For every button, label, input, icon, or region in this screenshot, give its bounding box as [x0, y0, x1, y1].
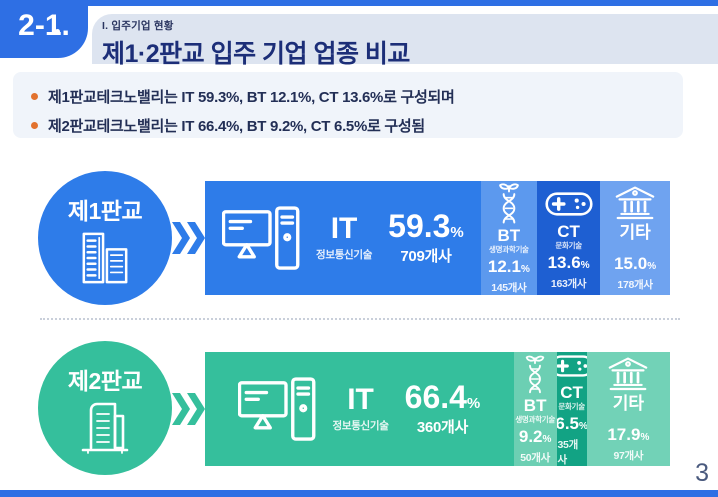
top-border — [0, 0, 718, 6]
pangyo2-segment-ct: CT 문화기술 6.5% 35개사 — [556, 352, 587, 466]
segment-sublabel: 생명과학기술 — [515, 414, 555, 424]
segment-count: 709개사 — [400, 248, 452, 265]
segment-percent: 12.1 — [487, 256, 521, 276]
percent-unit: % — [580, 260, 590, 271]
pangyo1-segment-etc: 기타 15.0% 178개사 — [600, 181, 670, 295]
segment-code: 기타 — [619, 222, 651, 242]
dotted-divider — [40, 318, 680, 320]
double-chevron-icon — [171, 392, 205, 426]
slide-number: 2-1. — [18, 9, 70, 42]
building-icon — [77, 402, 133, 454]
segment-count: 35개사 — [557, 439, 579, 466]
segment-percent: 15.0 — [614, 253, 648, 273]
segment-code: IT — [330, 212, 358, 245]
segment-count: 360개사 — [416, 419, 469, 436]
summary-bullet-2: 제2판교테크노밸리는 IT 66.4%, BT 9.2%, CT 6.5%로 구… — [31, 111, 683, 140]
summary-text-1: 제1판교테크노밸리는 IT 59.3%, BT 12.1%, CT 13.6%로… — [48, 89, 455, 106]
segment-percent: 59.3 — [388, 208, 451, 244]
bullet-dot-icon — [31, 93, 38, 100]
page-number: 3 — [695, 459, 709, 487]
computer-icon — [238, 377, 316, 441]
pangyo2-label: 제2판교 — [67, 368, 143, 394]
segment-sublabel: 문화기술 — [555, 241, 582, 250]
pangyo1-stacked-bar: IT 정보통신기술 59.3% 709개사 BT 생명과학기술 — [205, 181, 670, 295]
bullet-dot-icon — [31, 122, 38, 129]
page-title: 제1·2판교 입주 기업 업종 비교 — [102, 40, 410, 68]
pangyo1-segment-ct: CT 문화기술 13.6% 163개사 — [536, 181, 601, 295]
computer-icon — [221, 206, 300, 270]
percent-unit: % — [520, 263, 530, 275]
buildings-icon — [76, 232, 134, 284]
segment-sublabel: 생명과학기술 — [489, 244, 529, 254]
pangyo1-segment-bt: BT 생명과학기술 12.1% 145개사 — [480, 181, 537, 295]
segment-code: CT — [560, 383, 583, 402]
gamepad-icon — [545, 185, 593, 220]
segment-sublabel: 문화기술 — [558, 402, 585, 411]
segment-percent: 6.5 — [556, 414, 579, 433]
pangyo2-segment-bt: BT 생명과학기술 9.2% 50개사 — [513, 352, 557, 466]
segment-code: 기타 — [612, 393, 644, 413]
pangyo2-circle: 제2판교 — [38, 341, 172, 475]
bank-icon — [608, 356, 648, 392]
segment-code: CT — [557, 222, 580, 241]
percent-unit: % — [640, 431, 650, 443]
slide-number-badge: 2-1. — [0, 0, 88, 58]
segment-percent: 66.4 — [404, 379, 467, 415]
segment-count: 97개사 — [613, 449, 644, 462]
pangyo1-circle: 제1판교 — [38, 171, 172, 305]
percent-unit: % — [466, 395, 481, 412]
pangyo2-stacked-bar: IT 정보통신기술 66.4% 360개사 BT 생명과학기술 — [205, 352, 670, 466]
segment-count: 178개사 — [617, 278, 653, 291]
segment-sublabel: 정보통신기술 — [315, 249, 373, 261]
section-label: I. 입주기업 현황 — [102, 20, 174, 32]
bank-icon — [615, 185, 655, 221]
segment-code: IT — [347, 383, 374, 416]
segment-count: 145개사 — [491, 281, 527, 294]
percent-unit: % — [579, 421, 587, 432]
summary-bullet-1: 제1판교테크노밸리는 IT 59.3%, BT 12.1%, CT 13.6%로… — [31, 82, 683, 111]
header-band: I. 입주기업 현황 제1·2판교 입주 기업 업종 비교 — [92, 14, 718, 68]
pangyo1-label: 제1판교 — [67, 198, 143, 224]
percent-unit: % — [450, 224, 464, 241]
pangyo1-segment-it: IT 정보통신기술 59.3% 709개사 — [205, 181, 481, 295]
dna-icon — [493, 182, 525, 224]
segment-percent: 13.6 — [547, 253, 581, 272]
segment-sublabel: 정보통신기술 — [332, 420, 389, 432]
segment-percent: 17.9 — [607, 424, 641, 444]
decor-dot — [55, 29, 60, 34]
segment-count: 163개사 — [550, 278, 587, 290]
segment-code: BT — [523, 395, 547, 415]
pangyo2-segment-it: IT 정보통신기술 66.4% 360개사 — [205, 352, 514, 466]
double-chevron-icon — [171, 221, 205, 255]
dna-icon — [520, 354, 550, 394]
segment-percent: 9.2 — [518, 426, 543, 446]
segment-count: 50개사 — [520, 451, 551, 464]
summary-text-2: 제2판교테크노밸리는 IT 66.4%, BT 9.2%, CT 6.5%로 구… — [48, 118, 425, 135]
segment-code: BT — [497, 225, 521, 245]
percent-unit: % — [542, 433, 552, 445]
percent-unit: % — [647, 260, 657, 272]
summary-panel: 제1판교테크노밸리는 IT 59.3%, BT 12.1%, CT 13.6%로… — [13, 72, 683, 138]
pangyo2-segment-etc: 기타 17.9% 97개사 — [586, 352, 670, 466]
bottom-border — [0, 490, 718, 497]
gamepad-icon — [556, 352, 587, 381]
